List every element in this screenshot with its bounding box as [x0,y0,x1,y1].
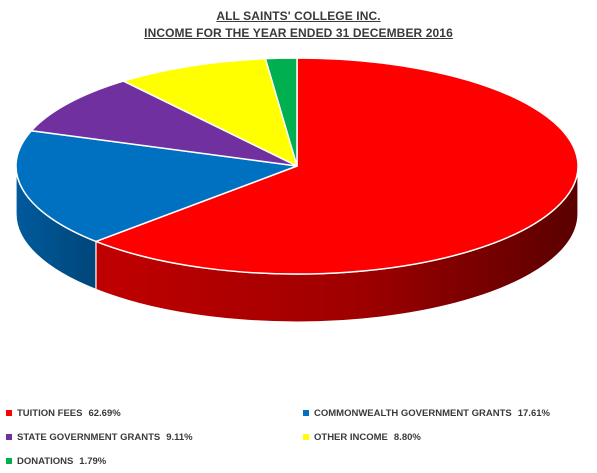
legend-item: TUITION FEES 62.69% [6,406,121,420]
legend-value: 9.11% [166,431,193,443]
legend-label: COMMONWEALTH GOVERNMENT GRANTS [314,407,512,419]
pie-slice-commonwealth-government-grants [15,129,298,243]
legend-swatch [6,410,12,416]
legend-label: DONATIONS [17,455,74,467]
legend-swatch [303,434,309,440]
legend-value: 62.69% [88,407,121,419]
pie-slice-donations [264,57,298,167]
pie-slice-other-income [122,57,298,167]
legend-value: 17.61% [517,407,550,419]
legend-item: DONATIONS 1.79% [6,454,106,468]
pie-tops [15,57,579,275]
legend-value: 8.80% [393,431,421,443]
legend-label: STATE GOVERNMENT GRANTS [17,431,161,443]
legend-swatch [6,434,12,440]
legend-label: TUITION FEES [17,407,83,419]
legend-item: COMMONWEALTH GOVERNMENT GRANTS 17.61% [303,406,550,420]
pie-slice-state-government-grants [30,80,298,167]
legend-item: STATE GOVERNMENT GRANTS 9.11% [6,430,193,444]
chart-subtitle: INCOME FOR THE YEAR ENDED 31 DECEMBER 20… [144,26,453,40]
legend-value: 1.79% [79,455,107,467]
legend-item: OTHER INCOME 8.80% [303,430,421,444]
legend-swatch [6,458,12,464]
pie-slice-tuition-fees [95,57,579,275]
legend-swatch [303,410,309,416]
chart-title: ALL SAINTS' COLLEGE INC. [216,9,381,23]
legend-label: OTHER INCOME [314,431,388,443]
